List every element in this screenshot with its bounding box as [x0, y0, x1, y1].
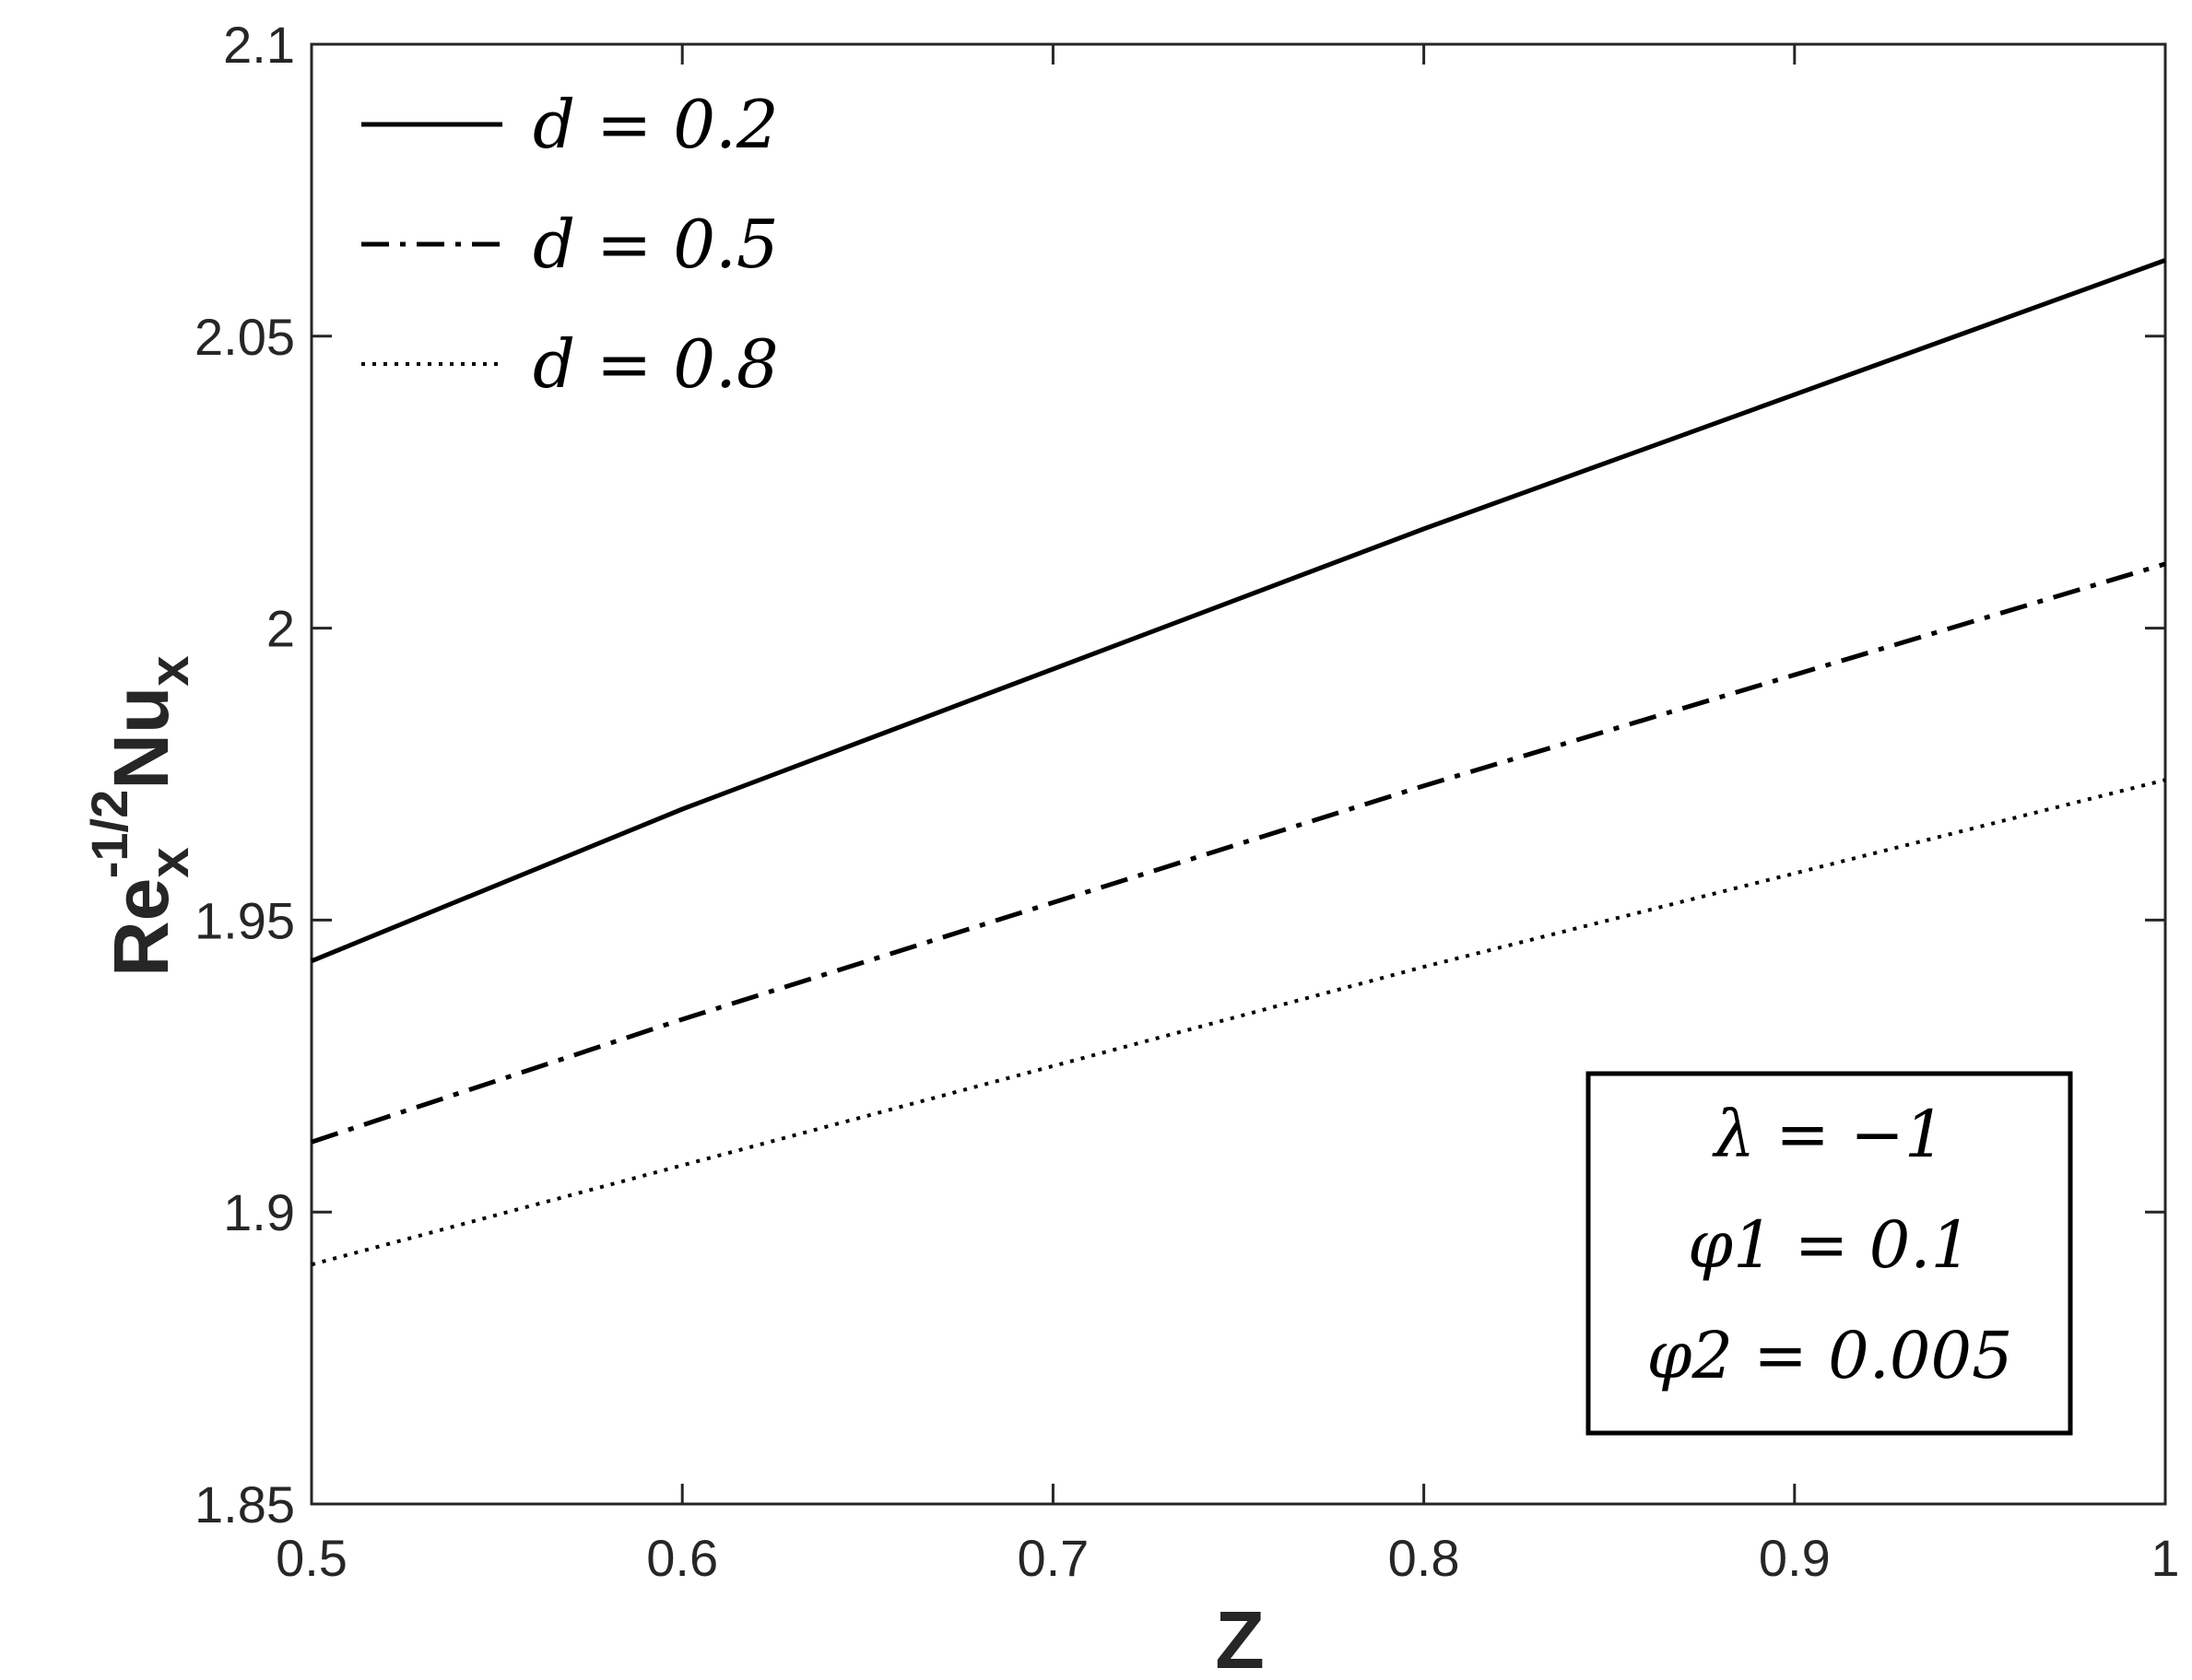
legend: d = 0.2 d = 0.5 d = 0.8	[361, 86, 779, 403]
y-tick-label: 1.95	[194, 891, 295, 949]
parameter-box-frame	[1585, 1071, 2073, 1436]
svg-text:Rex-1/2Nux: Rex-1/2Nux	[80, 655, 200, 977]
y-axis-title-re-sup: -1/2	[80, 790, 138, 879]
legend-label-1: d = 0.2	[533, 86, 779, 163]
series-lines	[311, 258, 2166, 1267]
x-tick-label: 0.5	[276, 1529, 348, 1587]
x-tick-label: 0.6	[646, 1529, 718, 1587]
parameter-phi1: φ1 = 0.1	[1688, 1207, 1972, 1283]
axis-ticks	[310, 42, 2167, 1506]
y-tick-labels: 1.85 1.9 1.95 2 2.05 2.1	[194, 16, 295, 1533]
y-axis-title-nu: Nu	[98, 687, 184, 790]
y-axis-title: Rex-1/2Nux	[80, 655, 200, 977]
series-line-2	[311, 561, 2166, 1145]
y-axis-title-nu-sub: x	[138, 655, 200, 686]
x-tick-label: 0.9	[1759, 1529, 1831, 1587]
series-line-1	[311, 258, 2166, 964]
y-tick-label: 2.05	[194, 308, 295, 366]
legend-label-3: d = 0.8	[533, 325, 779, 403]
x-tick-labels: 0.5 0.6 0.7 0.8 0.9 1	[276, 1529, 2180, 1587]
y-tick-label: 1.85	[194, 1475, 295, 1533]
x-tick-label: 1	[2151, 1529, 2179, 1587]
parameter-lambda: λ = −1	[1712, 1097, 1946, 1172]
y-tick-label: 1.9	[223, 1183, 295, 1241]
y-tick-label: 2	[266, 600, 295, 658]
x-axis-title: Z	[1215, 1594, 1265, 1680]
parameter-box: λ = −1 φ1 = 0.1 φ2 = 0.005	[1585, 1071, 2073, 1436]
y-tick-label: 2.1	[223, 16, 295, 74]
y-axis-title-re-sub: x	[138, 847, 200, 877]
x-tick-label: 0.8	[1388, 1529, 1460, 1587]
y-axis-title-re: Re	[98, 878, 184, 977]
x-tick-label: 0.7	[1017, 1529, 1089, 1587]
legend-label-2: d = 0.5	[533, 206, 779, 283]
parameter-phi2: φ2 = 0.005	[1646, 1318, 2012, 1393]
